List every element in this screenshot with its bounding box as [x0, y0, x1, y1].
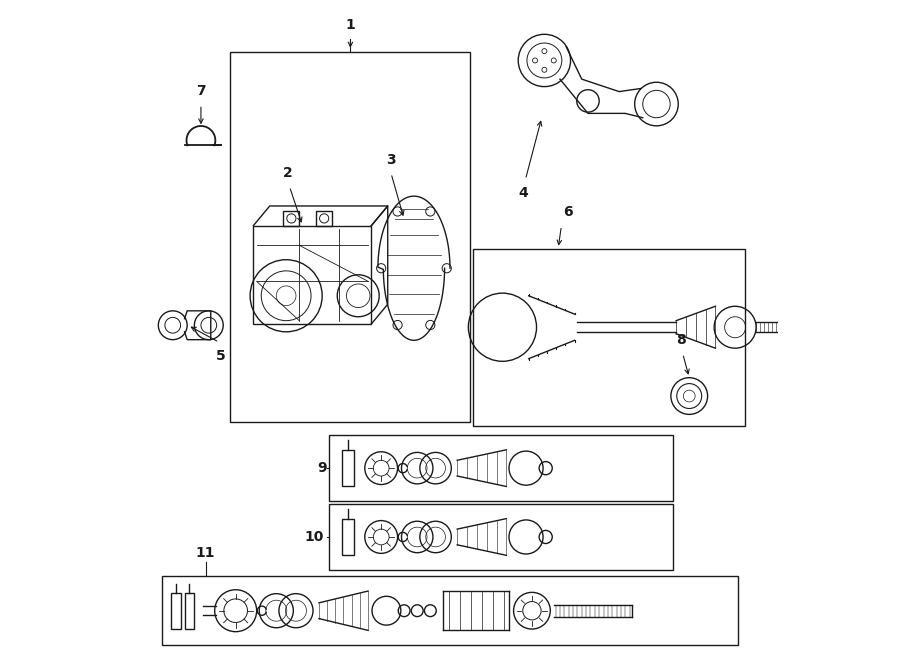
Bar: [342, 450, 354, 486]
Bar: [283, 212, 299, 225]
Bar: [184, 593, 194, 629]
Bar: [171, 593, 181, 629]
Text: 7: 7: [196, 84, 206, 98]
Text: 11: 11: [196, 546, 215, 560]
Text: 9: 9: [317, 461, 327, 475]
Text: 5: 5: [216, 349, 226, 363]
Bar: [342, 519, 354, 555]
Text: 8: 8: [676, 333, 686, 347]
Bar: [472, 249, 745, 426]
Text: 3: 3: [386, 153, 396, 167]
Bar: [254, 225, 372, 324]
Bar: [316, 212, 332, 225]
Text: 6: 6: [562, 205, 572, 219]
Bar: [328, 504, 673, 570]
Text: 10: 10: [305, 530, 324, 544]
Text: 1: 1: [346, 19, 356, 32]
Text: 4: 4: [518, 186, 528, 200]
Bar: [328, 436, 673, 501]
Bar: [162, 576, 738, 645]
Text: 2: 2: [283, 166, 293, 180]
Bar: [230, 52, 470, 422]
